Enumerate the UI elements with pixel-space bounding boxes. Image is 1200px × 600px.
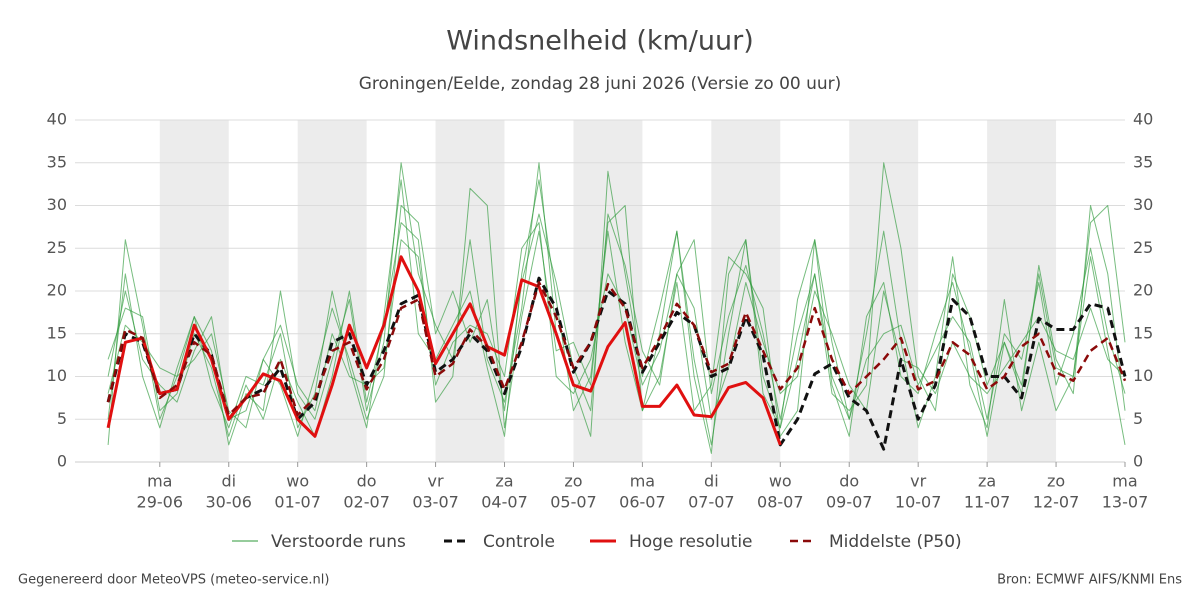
y-tick-label: 5: [57, 409, 67, 428]
x-tick-date: 10-07: [895, 493, 942, 512]
x-tick-day: za: [978, 472, 996, 491]
chart-title: Windsnelheid (km/uur): [446, 26, 754, 57]
x-tick-day: wo: [769, 472, 792, 491]
x-tick-date: 07-07: [688, 493, 735, 512]
y2-tick-label: 15: [1133, 323, 1153, 342]
y-tick-label: 25: [47, 238, 67, 257]
series-line: [106, 281, 1127, 417]
x-tick-day: vr: [910, 472, 926, 491]
x-tick-day: zo: [1047, 472, 1065, 491]
legend-label: Middelste (P50): [829, 532, 962, 552]
x-tick-day: do: [839, 472, 859, 491]
x-tick-date: 06-07: [619, 493, 666, 512]
x-tick-date: 12-07: [1033, 493, 1080, 512]
ensemble-line: [107, 179, 1126, 454]
x-tick-day: za: [495, 472, 513, 491]
chart-subtitle: Groningen/Eelde, zondag 28 juni 2026 (Ve…: [359, 74, 842, 94]
series-line: [106, 276, 1127, 451]
x-tick-date: 11-07: [964, 493, 1011, 512]
x-tick-date: 29-06: [137, 493, 184, 512]
x-tick-date: 05-07: [550, 493, 597, 512]
y2-tick-label: 0: [1133, 452, 1143, 471]
y2-tick-label: 20: [1133, 281, 1153, 300]
y2-tick-label: 35: [1133, 152, 1153, 171]
x-tick-day: wo: [286, 472, 309, 491]
y2-tick-label: 30: [1133, 195, 1153, 214]
x-tick-date: 08-07: [757, 493, 804, 512]
x-tick-day: ma: [147, 472, 172, 491]
y-tick-label: 10: [47, 366, 67, 385]
legend-label: Verstoorde runs: [271, 532, 406, 552]
y-tick-label: 15: [47, 323, 67, 342]
x-tick-date: 13-07: [1102, 493, 1149, 512]
legend-label: Hoge resolutie: [629, 532, 753, 552]
y2-tick-label: 10: [1133, 366, 1153, 385]
x-tick-day: ma: [630, 472, 655, 491]
y2-tick-label: 5: [1133, 409, 1143, 428]
y-tick-label: 40: [47, 110, 67, 129]
x-tick-day: di: [704, 472, 719, 491]
x-tick-date: 09-07: [826, 493, 873, 512]
x-tick-day: do: [357, 472, 377, 491]
x-tick-day: di: [221, 472, 236, 491]
x-tick-date: 02-07: [343, 493, 390, 512]
x-tick-day: vr: [428, 472, 444, 491]
y-tick-label: 35: [47, 152, 67, 171]
legend-label: Controle: [483, 532, 555, 552]
x-tick-date: 30-06: [205, 493, 252, 512]
y2-tick-label: 40: [1133, 110, 1153, 129]
x-tick-date: 04-07: [481, 493, 528, 512]
x-tick-day: zo: [564, 472, 582, 491]
y-tick-label: 0: [57, 452, 67, 471]
y2-tick-label: 25: [1133, 238, 1153, 257]
x-tick-day: ma: [1112, 472, 1137, 491]
footer-left: Gegenereerd door MeteoVPS (meteo-service…: [18, 573, 329, 588]
x-tick-date: 01-07: [274, 493, 321, 512]
x-tick-date: 03-07: [412, 493, 459, 512]
y-tick-label: 30: [47, 195, 67, 214]
ensemble-line: [107, 222, 1126, 429]
footer-right: Bron: ECMWF AIFS/KNMI Ens: [997, 573, 1182, 588]
y-tick-label: 20: [47, 281, 67, 300]
